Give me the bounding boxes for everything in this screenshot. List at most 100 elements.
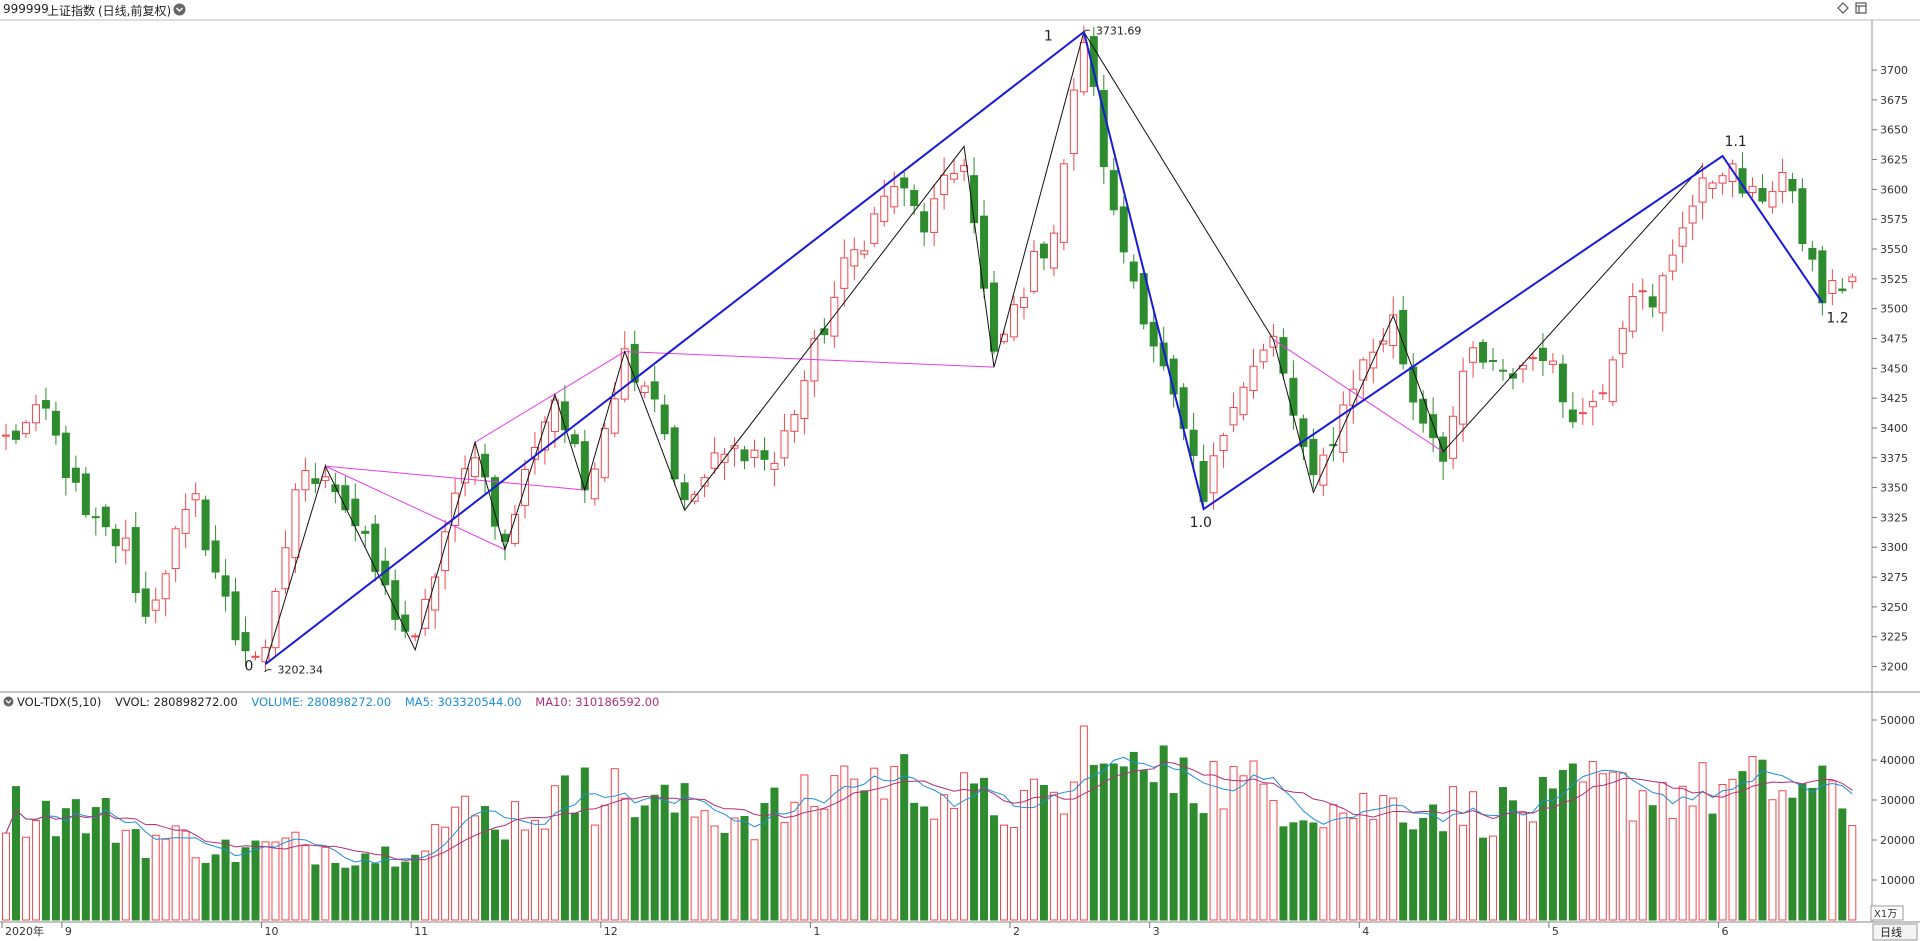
candle-body [1658,275,1667,314]
candle-body [211,540,220,573]
volume-bar [1618,772,1627,921]
volume-ma5-line [5,756,1853,864]
volume-bar [1009,827,1018,921]
wave-alt-segment [325,465,585,491]
volume-bar [1678,785,1687,921]
candle-body [830,296,839,337]
candle-body [1818,250,1827,304]
title-bar: 999999 上证指数 (日线,前复权) [0,0,1920,20]
volume-bar [1399,822,1408,921]
volume-bar [91,807,100,921]
volume-bar [481,806,490,921]
volume-bar [840,765,849,921]
diamond-icon[interactable] [1836,2,1850,16]
volume-bar [560,775,569,921]
price-tick-label: 3600 [1880,183,1908,196]
candle-body [321,476,330,481]
volume-bar [1389,797,1398,921]
candle-body [261,647,270,663]
circle-chevron-down-icon[interactable] [172,3,186,17]
volume-bar [1808,787,1817,921]
candle-body [1019,297,1028,308]
candle-body [171,528,180,570]
circle-chevron-down-icon[interactable] [3,696,14,707]
price-tick-label: 3400 [1880,422,1908,435]
candle-body [1848,276,1857,283]
volume-bar [1798,783,1807,921]
candle-body [1339,404,1348,453]
volume-bar [1219,808,1228,921]
volume-bar [1489,835,1498,921]
volume-bar [670,812,679,921]
volume-bar [1039,784,1048,921]
volume-bar [11,786,20,921]
volume-bar [1588,761,1597,921]
volume-bar [351,865,360,921]
volume-bar [1409,829,1418,921]
volume-bar [1518,812,1527,921]
volume-bar [930,818,939,921]
price-tick-label: 3650 [1880,124,1908,137]
volume-bar [1818,765,1827,921]
volume-bar [401,861,410,921]
volume-bar [690,816,699,921]
volume-bar [1249,760,1258,921]
x-tick-label: 2020年 [5,924,44,938]
volume-bar [111,842,120,921]
volume-bar [371,863,380,921]
candle-body [361,530,370,534]
candle-body [1419,398,1428,424]
volume-bar [31,820,40,921]
wave-sub-line [265,30,1703,665]
indicator-name: VOL-TDX(5,10) [17,695,102,709]
volume-bar [1598,773,1607,921]
volume-bar [550,785,559,921]
volume-bar [171,825,180,921]
window-icon[interactable] [1854,2,1868,16]
price-tick-label: 3525 [1880,273,1908,286]
candle-body [950,173,959,180]
volume-bar [51,836,60,921]
x-tick-label: 12 [604,925,618,938]
candle-body [1489,359,1498,362]
price-tick-label: 3325 [1880,511,1908,524]
candle-body [1109,170,1118,211]
volume-bar [1768,799,1777,921]
volume-bar [1658,782,1667,921]
candle-body [550,399,559,433]
period-button[interactable] [1872,923,1918,941]
volume-bar [530,819,539,921]
candle-body [1578,412,1587,415]
candle-body [1628,295,1637,332]
price-tick-label: 3250 [1880,601,1908,614]
volume-bar [980,777,989,921]
candle-body [1648,296,1657,308]
volume-bar [1339,812,1348,921]
volume-bar [341,867,350,921]
period-button-label[interactable]: 日线 [1880,925,1902,939]
candle-body [660,404,669,435]
volume-bar [61,808,70,921]
wave-alt-segment [624,351,995,368]
volume-ma10-line [5,761,1853,861]
candle-body [680,482,689,501]
volume-bar [1269,799,1278,921]
volume-bar [1029,778,1038,921]
volume-bar [211,854,220,921]
stock-symbol: 999999 [3,2,49,16]
volume-bar [1000,824,1008,921]
candle-body [1199,461,1208,502]
volume-bar [760,803,769,921]
candle-body [1409,366,1418,403]
wave-alt-segment [474,351,626,443]
volume-bar [1289,822,1298,921]
candle-body [1259,349,1268,363]
ma10-value: MA10: 310186592.00 [535,695,660,709]
volume-bar [161,838,170,921]
volume-bar [1109,763,1118,921]
candle-body [1828,279,1837,294]
candle-body [21,422,30,435]
wave-label: 1.1 [1725,134,1747,150]
candle-body [131,527,140,594]
